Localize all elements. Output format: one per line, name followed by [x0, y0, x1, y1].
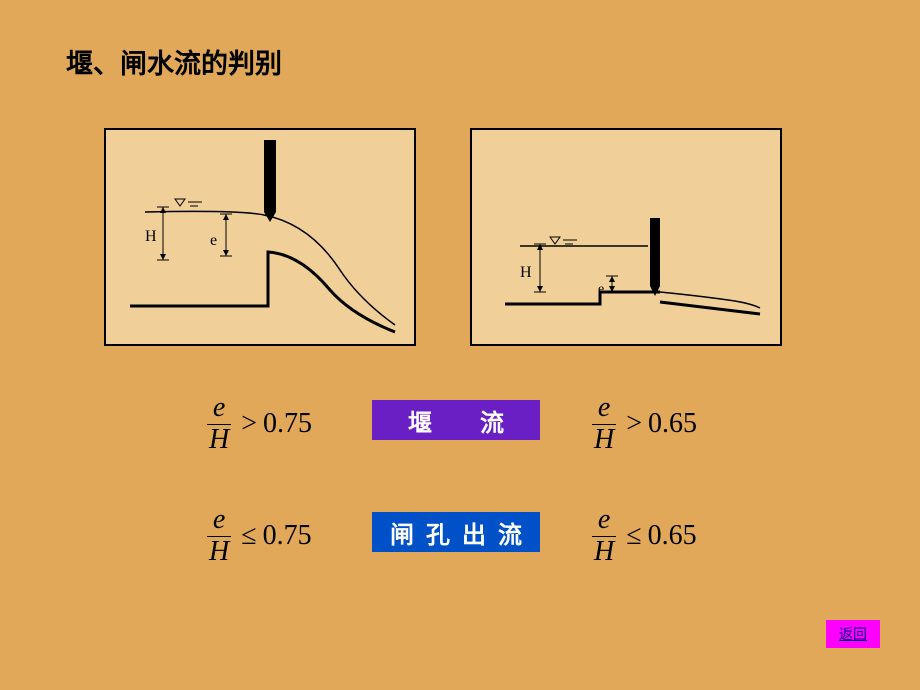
weir-body-left	[130, 252, 395, 332]
f4-den: H	[588, 537, 620, 568]
gate-right	[650, 218, 660, 286]
formula-sluice-left: eH ≤ 0.75	[203, 505, 312, 568]
return-button[interactable]: 返回	[826, 620, 880, 648]
f1-num: e	[207, 393, 231, 425]
bed-right	[505, 292, 660, 304]
formula-weir-left: eH > 0.75	[203, 393, 312, 456]
outflow-right	[660, 292, 760, 308]
water-surface-left	[145, 211, 395, 325]
water-tick-left	[175, 199, 202, 206]
diagram-svg	[0, 0, 920, 690]
f1-rel: >	[241, 408, 257, 440]
f2-val: 0.65	[648, 408, 697, 440]
gate-left	[264, 140, 276, 212]
dim-H-right	[534, 244, 546, 292]
f2-num: e	[592, 393, 616, 425]
dim-e-left	[220, 214, 232, 256]
bed-out-right	[660, 302, 760, 314]
f4-val: 0.65	[648, 520, 697, 552]
f3-rel: ≤	[241, 520, 256, 552]
dim-H-left	[157, 207, 169, 260]
water-tick-right	[550, 237, 577, 244]
dim-e-right	[606, 276, 618, 292]
f2-rel: >	[626, 408, 642, 440]
f1-den: H	[203, 425, 235, 456]
badge-sluice: 闸孔出流	[372, 512, 540, 552]
label-e-right: e	[598, 282, 604, 298]
f4-num: e	[592, 505, 616, 537]
badge-weir: 堰 流	[372, 400, 540, 440]
f3-num: e	[207, 505, 231, 537]
formula-sluice-right: eH ≤ 0.65	[588, 505, 697, 568]
formula-weir-right: eH > 0.65	[588, 393, 697, 456]
f2-den: H	[588, 425, 620, 456]
f3-val: 0.75	[263, 520, 312, 552]
f4-rel: ≤	[626, 520, 641, 552]
label-H-left: H	[145, 228, 157, 246]
label-H-right: H	[520, 264, 532, 282]
f1-val: 0.75	[263, 408, 312, 440]
f3-den: H	[203, 537, 235, 568]
label-e-left: e	[210, 232, 217, 250]
